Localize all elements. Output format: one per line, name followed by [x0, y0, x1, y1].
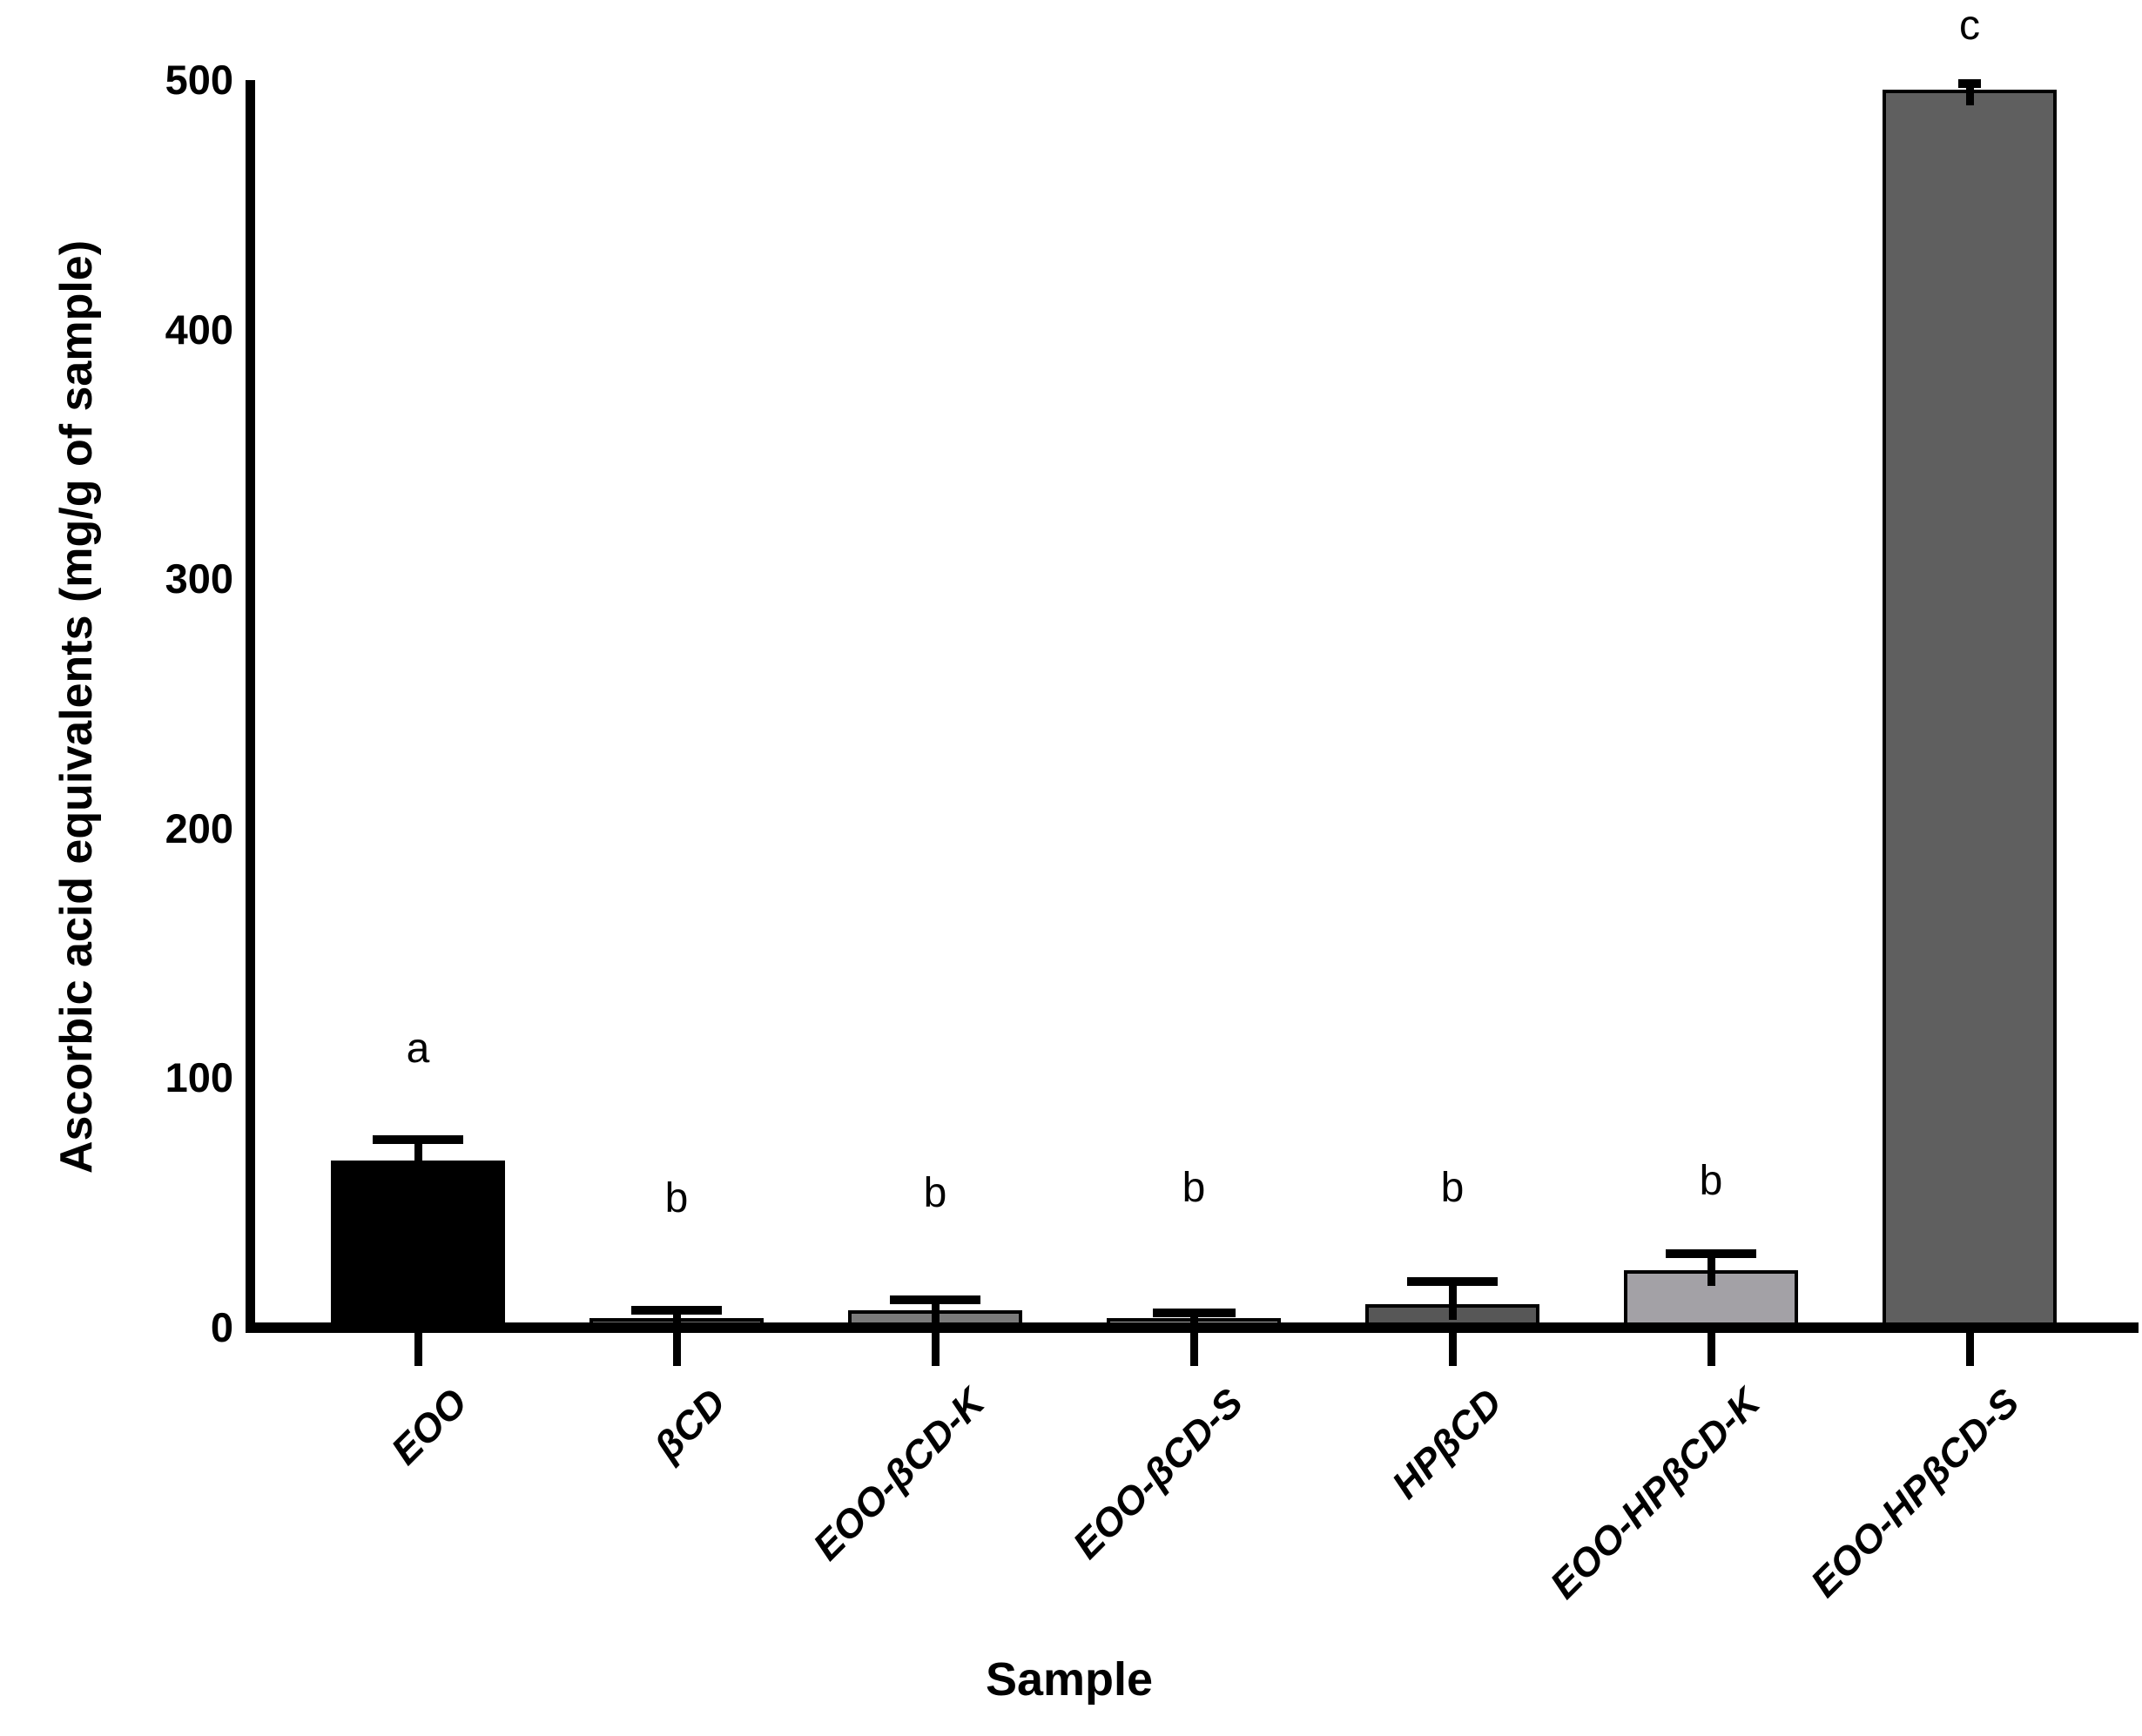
x-tick-mark [932, 1333, 940, 1366]
x-tick-mark [414, 1333, 422, 1366]
x-category-label: βCD [645, 1380, 735, 1469]
y-tick-label: 200 [165, 804, 233, 851]
y-axis-line [246, 80, 255, 1333]
error-bar-cap [1152, 1308, 1236, 1317]
error-bar-cap [373, 1134, 463, 1144]
x-tick-mark [1708, 1333, 1715, 1366]
x-category-label: EOO-HPβCD-S [1801, 1380, 2028, 1606]
error-bar-line [932, 1300, 940, 1326]
error-bar-cap [890, 1295, 980, 1305]
bar [331, 1160, 505, 1333]
x-category-label: HPβCD [1383, 1380, 1511, 1507]
x-category-label: EOO-βCD-S [1064, 1380, 1252, 1567]
error-bar-cap [1666, 1249, 1756, 1259]
error-bar-cap [1958, 79, 1981, 89]
y-tick-label: 0 [210, 1304, 233, 1350]
significance-letter: b [1440, 1165, 1465, 1212]
significance-letter: a [406, 1025, 430, 1072]
significance-letter: b [664, 1174, 689, 1221]
y-tick-label: 300 [165, 555, 233, 602]
y-tick-label: 500 [165, 57, 233, 103]
error-bar-line [673, 1309, 681, 1334]
x-category-label: EOO-HPβCD-K [1541, 1380, 1769, 1607]
error-bar-line [414, 1139, 422, 1176]
error-bar-line [1966, 84, 1974, 106]
significance-letter: b [923, 1170, 947, 1217]
x-axis-title: Sample [985, 1653, 1154, 1706]
x-tick-mark [1966, 1333, 1974, 1366]
error-bar-cap [631, 1305, 722, 1315]
error-bar-line [1449, 1281, 1457, 1320]
error-bar-line [1708, 1254, 1715, 1287]
x-tick-mark [1190, 1333, 1198, 1366]
significance-letter: c [1959, 2, 1980, 49]
x-tick-mark [1449, 1333, 1457, 1366]
significance-letter: b [1182, 1165, 1206, 1212]
y-tick-label: 400 [165, 306, 233, 353]
bar [1883, 90, 2057, 1333]
x-tick-mark [673, 1333, 681, 1366]
y-axis-title: Ascorbic acid equivalents (mg/g of sampl… [51, 239, 102, 1174]
significance-letter: b [1699, 1157, 1723, 1204]
x-category-label: EOO [382, 1380, 476, 1473]
x-category-label: EOO-βCD-K [804, 1380, 994, 1569]
error-bar-cap [1407, 1276, 1498, 1286]
x-axis-line [246, 1322, 2139, 1333]
y-tick-label: 100 [165, 1054, 233, 1101]
